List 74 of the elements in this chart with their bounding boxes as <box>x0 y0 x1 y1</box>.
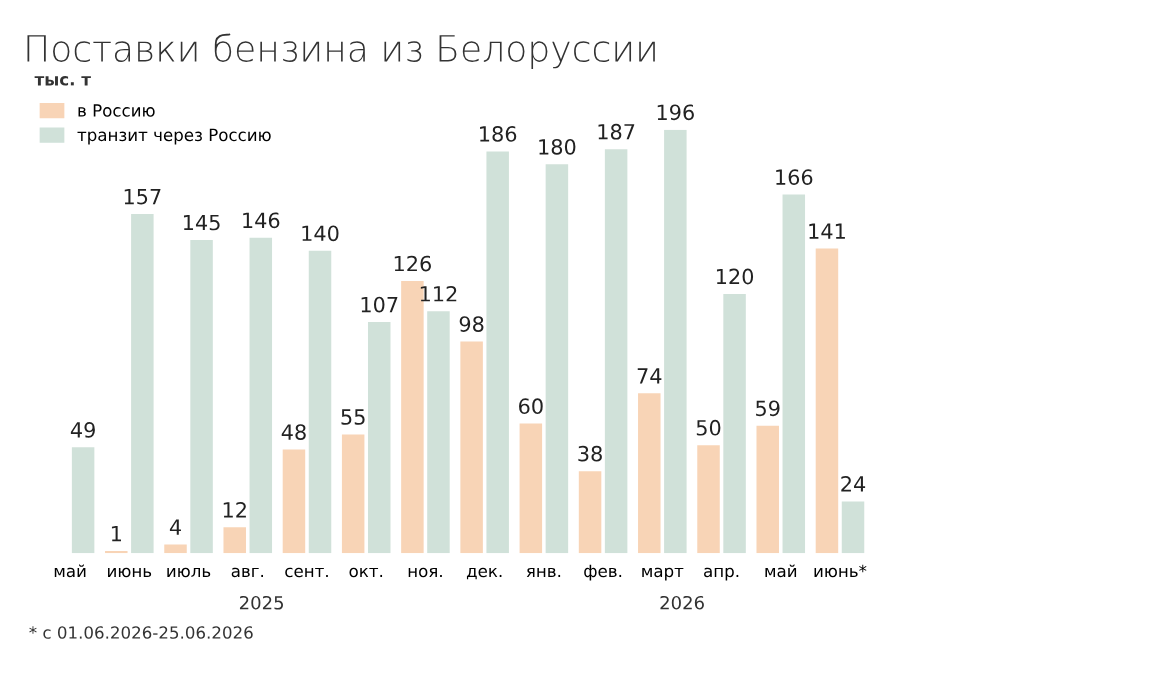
data-label: 140 <box>302 225 339 242</box>
x-tick-label: янв. <box>526 567 561 578</box>
data-label: 112 <box>420 285 457 302</box>
bar <box>367 322 391 554</box>
data-label: 145 <box>183 214 220 231</box>
bar <box>427 311 450 554</box>
data-label: 166 <box>776 169 813 185</box>
x-tick-label: июнь* <box>814 564 867 578</box>
data-label: 187 <box>598 123 635 140</box>
bar <box>697 445 720 554</box>
x-tick-label: фев. <box>584 564 622 581</box>
data-label: 120 <box>716 268 754 285</box>
x-tick-label: дек. <box>466 567 502 580</box>
data-label: 107 <box>361 296 398 313</box>
x-tick-label: март <box>642 567 684 581</box>
data-label: 49 <box>70 422 95 438</box>
bar <box>105 551 128 554</box>
data-label: 48 <box>281 424 306 440</box>
x-tick-label: авг. <box>231 567 264 578</box>
data-label: 38 <box>578 445 602 462</box>
bar <box>664 129 687 554</box>
data-label: 55 <box>341 409 365 425</box>
text: 2025 <box>239 595 284 610</box>
bar <box>131 214 154 554</box>
bar <box>756 425 779 554</box>
data-label: 98 <box>459 316 484 332</box>
data-label: 1 <box>111 525 121 542</box>
bar <box>190 239 213 554</box>
x-tick-label: июнь <box>108 567 152 578</box>
bar <box>460 341 483 554</box>
data-label: 180 <box>539 138 576 155</box>
data-label: 157 <box>124 188 161 205</box>
bar <box>545 164 569 554</box>
bar <box>308 250 332 554</box>
bar <box>604 149 628 554</box>
y-axis-title: тыс. т <box>34 76 91 86</box>
data-label: 4 <box>169 519 181 535</box>
x-tick-label: май <box>765 564 797 578</box>
bar <box>249 237 273 554</box>
bar <box>71 447 95 554</box>
x-tick-label: июль <box>167 567 211 578</box>
data-label: 12 <box>223 501 246 518</box>
bar <box>341 434 365 554</box>
data-label: 196 <box>657 104 694 121</box>
x-tick-label: ноя. <box>408 567 442 578</box>
x-tick-label: сент. <box>285 567 328 578</box>
data-label: 24 <box>841 476 866 492</box>
bar <box>164 544 187 554</box>
legend-label: в Россию <box>78 104 155 117</box>
x-tick-label: окт. <box>349 567 383 578</box>
x-tick-label: май <box>54 564 86 578</box>
bar <box>578 471 602 554</box>
bar <box>223 527 246 554</box>
data-label: 146 <box>243 212 280 229</box>
data-label: 60 <box>519 398 543 415</box>
text: * с 01.06.2026-25.06.2026 <box>29 626 253 639</box>
bar <box>782 194 806 554</box>
data-label: 141 <box>809 223 845 239</box>
bar <box>519 423 543 554</box>
bar <box>841 501 865 554</box>
data-label: 186 <box>480 126 517 142</box>
bar <box>723 293 746 554</box>
data-label: 59 <box>756 400 780 417</box>
legend-label: транзит через Россию <box>77 128 271 145</box>
data-label: 74 <box>637 368 662 384</box>
chart-title: Поставки бензина из Белоруссии <box>27 33 655 69</box>
x-tick-label: апр. <box>704 567 739 581</box>
bar <box>282 449 306 554</box>
bar <box>486 151 509 554</box>
text: 2026 <box>660 595 704 610</box>
bar <box>815 248 839 554</box>
data-label: 50 <box>696 419 721 436</box>
bar <box>638 393 661 554</box>
data-label: 126 <box>394 255 431 272</box>
